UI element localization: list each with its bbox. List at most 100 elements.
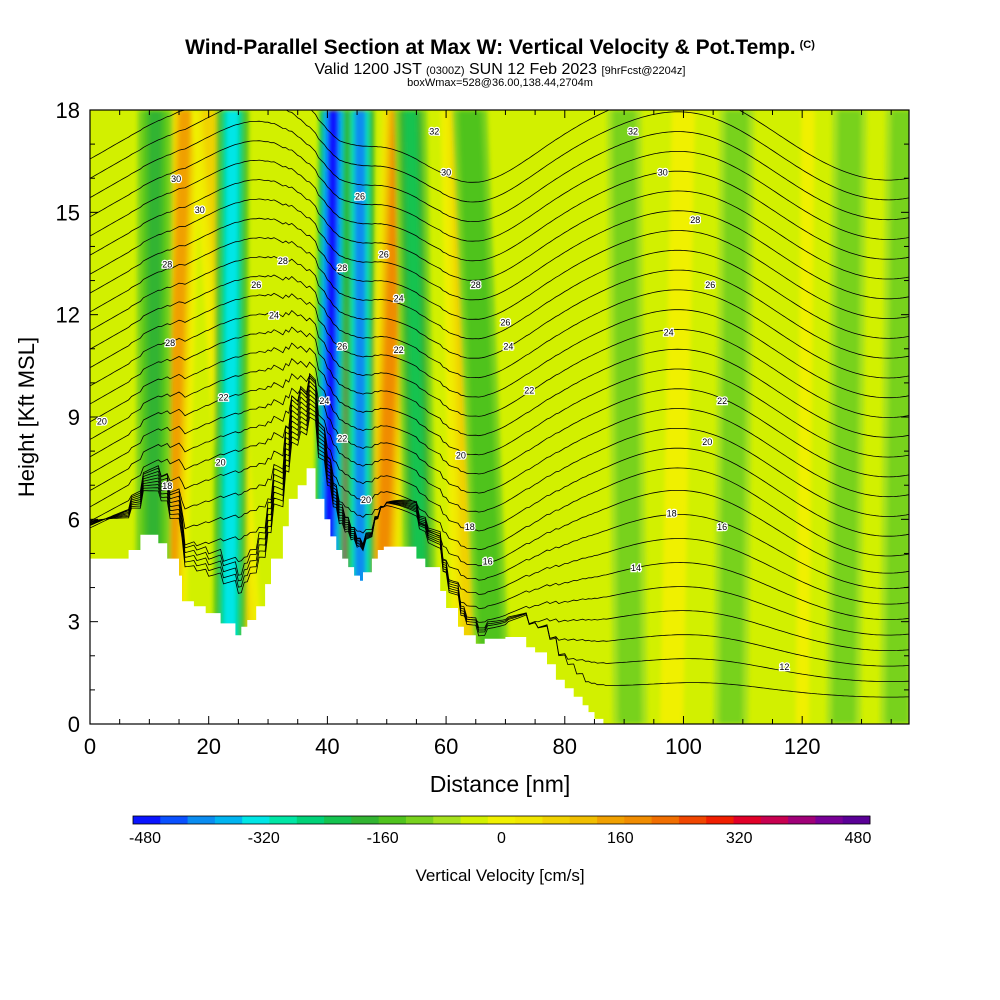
y-axis-label: Height [Kft MSL] xyxy=(14,337,39,497)
isentrope-22 xyxy=(90,198,909,301)
colorbar-swatch xyxy=(296,816,325,824)
isentrope-label-32: 12 xyxy=(779,662,789,672)
updraft-band-5-tier-2 xyxy=(665,110,691,724)
isentrope-5 xyxy=(90,393,909,620)
isentrope-19 xyxy=(90,255,909,359)
isentrope-2 xyxy=(90,407,909,667)
colorbar-swatch xyxy=(515,816,543,824)
isentrope-label-3: 28 xyxy=(337,263,347,273)
isentrope-14 xyxy=(90,342,909,458)
box-info-line: boxWmax=528@36.00,138.44,2704m xyxy=(407,77,593,89)
y-tick-label: 12 xyxy=(56,303,80,328)
x-tick-label: 100 xyxy=(665,734,702,759)
isentrope-24 xyxy=(90,159,909,262)
x-tick-label: 80 xyxy=(553,734,577,759)
colorbar-swatch xyxy=(460,816,489,824)
valid-time-line: Valid 1200 JST (0300Z) SUN 12 Feb 2023 [… xyxy=(314,61,686,78)
isentrope-label-1: 28 xyxy=(278,256,288,266)
isentrope-16 xyxy=(90,310,909,418)
updraft-band-6-tier-2 xyxy=(795,110,815,724)
plot-area: 30 28 26 28 28 26 24 26 24 22 22 20 32 30 26 24 26 24 22 20… xyxy=(89,109,910,725)
isentrope-label-33: 30 xyxy=(171,174,181,184)
isentrope-label-6: 24 xyxy=(269,311,279,321)
isentrope-label-20: 18 xyxy=(465,522,475,532)
isentrope-21 xyxy=(90,217,909,320)
x-axis-label: Distance [nm] xyxy=(430,771,571,797)
downdraft-band-5-tier-2 xyxy=(463,110,501,724)
colorbar-swatch xyxy=(733,816,762,824)
isentrope-26 xyxy=(90,120,909,223)
colorbar-swatch xyxy=(405,816,434,824)
isentrope-label-8: 24 xyxy=(319,396,329,406)
colorbar-title: Vertical Velocity [cm/s] xyxy=(415,866,584,885)
isentrope-1 xyxy=(90,411,909,682)
isentrope-8 xyxy=(90,380,909,574)
colorbar-swatch xyxy=(269,816,298,824)
isentrope-label-14: 26 xyxy=(379,249,389,259)
colorbar-swatch xyxy=(351,816,380,824)
isentrope-label-2: 26 xyxy=(355,191,365,201)
colorbar-swatch xyxy=(597,816,625,824)
isentrope-27 xyxy=(90,110,909,203)
isentropes xyxy=(90,110,909,698)
isentrope-20 xyxy=(90,237,909,340)
isentrope-label-5: 26 xyxy=(251,280,261,290)
colorbar-swatch xyxy=(487,816,516,824)
isentrope-label-13: 30 xyxy=(441,167,451,177)
isentrope-label-36: 22 xyxy=(218,393,228,403)
x-tick-label: 120 xyxy=(784,734,821,759)
y-tick-label: 15 xyxy=(56,200,80,225)
isentrope-9 xyxy=(90,376,909,557)
isentrope-label-34: 28 xyxy=(162,260,172,270)
isentrope-0 xyxy=(90,416,909,698)
colorbar-swatch xyxy=(214,816,243,824)
isentrope-label-24: 18 xyxy=(667,509,677,519)
isentrope-label-7: 26 xyxy=(337,341,347,351)
colorbar-swatch xyxy=(651,816,680,824)
isentrope-label-23: 16 xyxy=(717,522,727,532)
updraft-band-4-tier-2 xyxy=(451,110,477,724)
y-tick-label: 18 xyxy=(56,98,80,123)
isentrope-label-39: 20 xyxy=(97,416,107,426)
isentrope-label-4: 28 xyxy=(471,280,481,290)
colorbar-tick-label: 160 xyxy=(607,830,634,847)
y-tick-label: 0 xyxy=(68,712,80,737)
isentrope-23 xyxy=(90,179,909,281)
colorbar-swatch xyxy=(160,816,188,824)
colorbar: -480 -320 -160 0 160 320 480 xyxy=(129,815,871,847)
colorbar-tick-label: 0 xyxy=(497,830,506,847)
isentrope-label-16: 26 xyxy=(500,318,510,328)
colorbar-tick-label: -480 xyxy=(129,830,161,847)
copyright-mark: (C) xyxy=(799,39,815,51)
colorbar-swatch xyxy=(133,816,161,824)
colorbar-swatch xyxy=(624,816,653,824)
isentrope-label-17: 24 xyxy=(503,341,513,351)
isentrope-label-31: 32 xyxy=(628,127,638,137)
colorbar-swatch xyxy=(706,816,734,824)
isentrope-15 xyxy=(90,326,909,438)
downdraft-band-8-tier-2 xyxy=(837,110,857,724)
axes: 0 20 40 60 80 100 120 0 3 6 9 12 15 18 xyxy=(56,98,909,759)
colorbar-swatch xyxy=(242,816,270,824)
x-tick-label: 40 xyxy=(315,734,339,759)
colorbar-swatch xyxy=(842,816,871,824)
colorbar-tick-label: -320 xyxy=(248,830,280,847)
isentrope-12 xyxy=(90,373,909,498)
isentrope-17 xyxy=(90,292,909,399)
isentrope-label-38: 18 xyxy=(162,481,172,491)
isentrope-label-18: 22 xyxy=(524,386,534,396)
chart-title: Wind-Parallel Section at Max W: Vertical… xyxy=(185,36,815,59)
isentrope-label-30: 30 xyxy=(658,167,668,177)
isentrope-label-27: 24 xyxy=(664,328,674,338)
isentrope-label-0: 30 xyxy=(195,205,205,215)
isentrope-25 xyxy=(90,140,909,242)
isentrope-label-37: 20 xyxy=(216,457,226,467)
isentrope-13 xyxy=(90,358,909,478)
colorbar-frame xyxy=(132,815,871,825)
isentrope-label-10: 22 xyxy=(394,345,404,355)
isentrope-4 xyxy=(90,398,909,636)
isentrope-label-25: 20 xyxy=(702,437,712,447)
colorbar-swatch xyxy=(433,816,461,824)
isentrope-label-21: 16 xyxy=(483,556,493,566)
